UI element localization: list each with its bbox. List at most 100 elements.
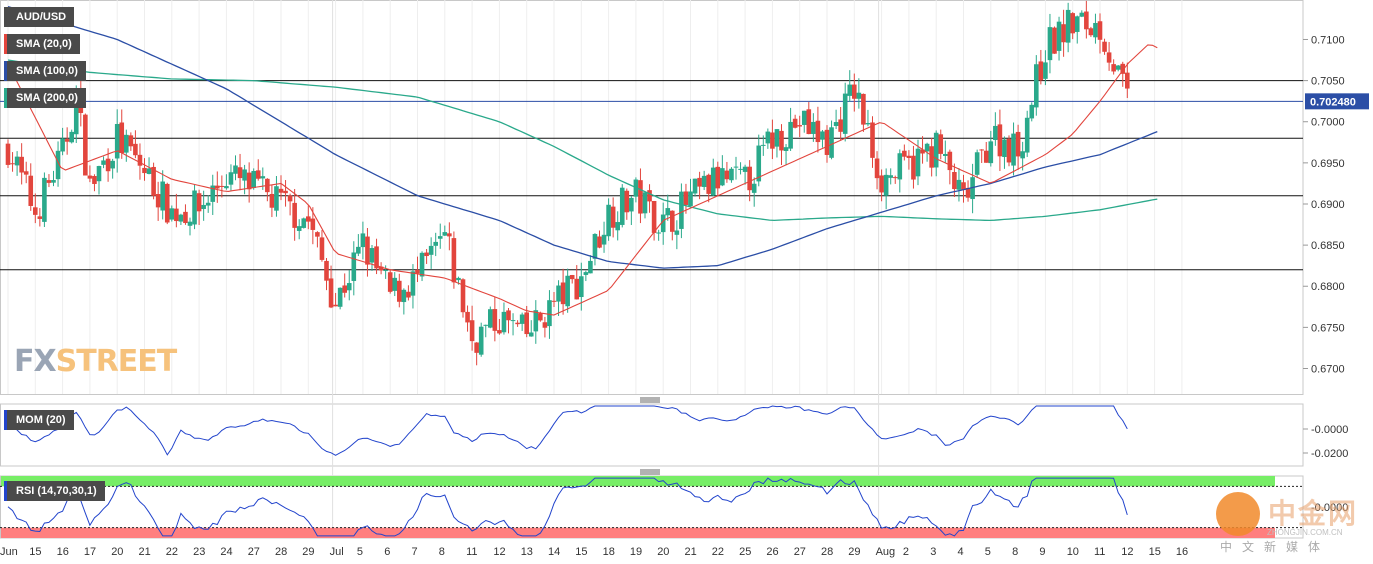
x-axis-label: 22 [166,546,178,558]
price-tick-label: 0.6950 [1311,158,1345,170]
candle [715,166,721,189]
candle [729,168,734,181]
candle [1097,21,1103,40]
price-tick-label: 0.7000 [1311,117,1345,129]
x-axis-label: 16 [57,546,69,558]
x-axis-label: 9 [1039,546,1045,558]
candle [883,174,889,196]
x-axis-label: 7 [412,546,418,558]
candle [724,170,730,180]
candle [246,172,252,190]
candle [124,134,129,153]
candle [1120,63,1126,74]
candle [710,167,716,196]
candle [333,304,338,307]
candle [1061,24,1066,43]
candle [269,193,275,208]
candle [670,210,675,232]
candle [101,160,106,165]
x-axis-label: 27 [794,546,806,558]
x-axis-label: 14 [548,546,560,558]
x-axis-label: 22 [712,546,724,558]
candle [114,124,120,159]
x-axis-label: 18 [603,546,615,558]
candle [774,129,780,147]
candle [456,277,461,281]
candle [920,149,925,154]
x-axis-label: Jul [330,546,344,558]
rsi-overbought-zone [1,476,1275,487]
sma100-label[interactable]: SMA (100,0) [4,61,86,81]
candle [424,252,429,257]
sma200-label[interactable]: SMA (200,0) [4,88,86,108]
candle [28,175,34,206]
candle [146,168,152,174]
candle [947,151,953,171]
mom-label[interactable]: MOM (20) [4,410,74,430]
x-axis-label: 4 [958,546,964,558]
candle [842,93,848,134]
x-axis-label: 5 [985,546,991,558]
candle [865,123,871,125]
candle [665,208,671,216]
candle [592,233,598,259]
rsi-line [7,477,1128,537]
candle [64,139,70,142]
candle [733,166,739,168]
candle [838,119,843,132]
candle [829,127,834,158]
candle [442,232,448,236]
candle [797,125,802,127]
x-axis-label: 15 [29,546,41,558]
candle [278,188,284,193]
candle [952,172,957,190]
candle [1115,65,1121,70]
candle [369,248,375,263]
candle [965,187,971,198]
candle [356,246,361,254]
sma200-line [7,59,1158,222]
candle [228,172,234,185]
candle [192,190,197,225]
candle [656,232,661,234]
candle [692,178,698,194]
candle [979,149,984,151]
sma20-label[interactable]: SMA (20,0) [4,34,80,54]
candle [988,141,994,164]
x-axis-label: 16 [1176,546,1188,558]
sma100-line [7,5,1158,269]
candle [792,118,798,128]
candle [761,144,766,146]
rsi-label[interactable]: RSI (14,70,30,1) [4,481,105,501]
candle [983,150,989,163]
candle [524,312,529,335]
candle [528,332,534,337]
rsi-oversold-zone [1,527,1275,538]
candle [615,222,620,231]
candle [651,201,657,233]
x-axis-label: 29 [302,546,314,558]
candle [533,310,539,332]
candle [1111,64,1116,72]
x-axis-label: 26 [766,546,778,558]
watermark-title: 中金网 [1268,497,1359,530]
candle [583,272,589,275]
candle [419,252,425,277]
candle [201,204,206,209]
candle [856,92,862,99]
x-axis-label: 23 [193,546,205,558]
x-axis-label: 15 [575,546,587,558]
symbol-label[interactable]: AUD/USD [4,7,75,27]
candle [660,214,666,233]
candle [1029,104,1035,119]
momentum-line [7,405,1128,456]
candle [465,311,470,323]
candle [906,155,912,158]
candle [401,289,407,303]
candle [319,237,325,260]
candle [783,147,789,151]
x-axis-label: 20 [111,546,123,558]
candle [5,143,11,165]
candle [574,278,580,300]
candle [892,177,898,179]
